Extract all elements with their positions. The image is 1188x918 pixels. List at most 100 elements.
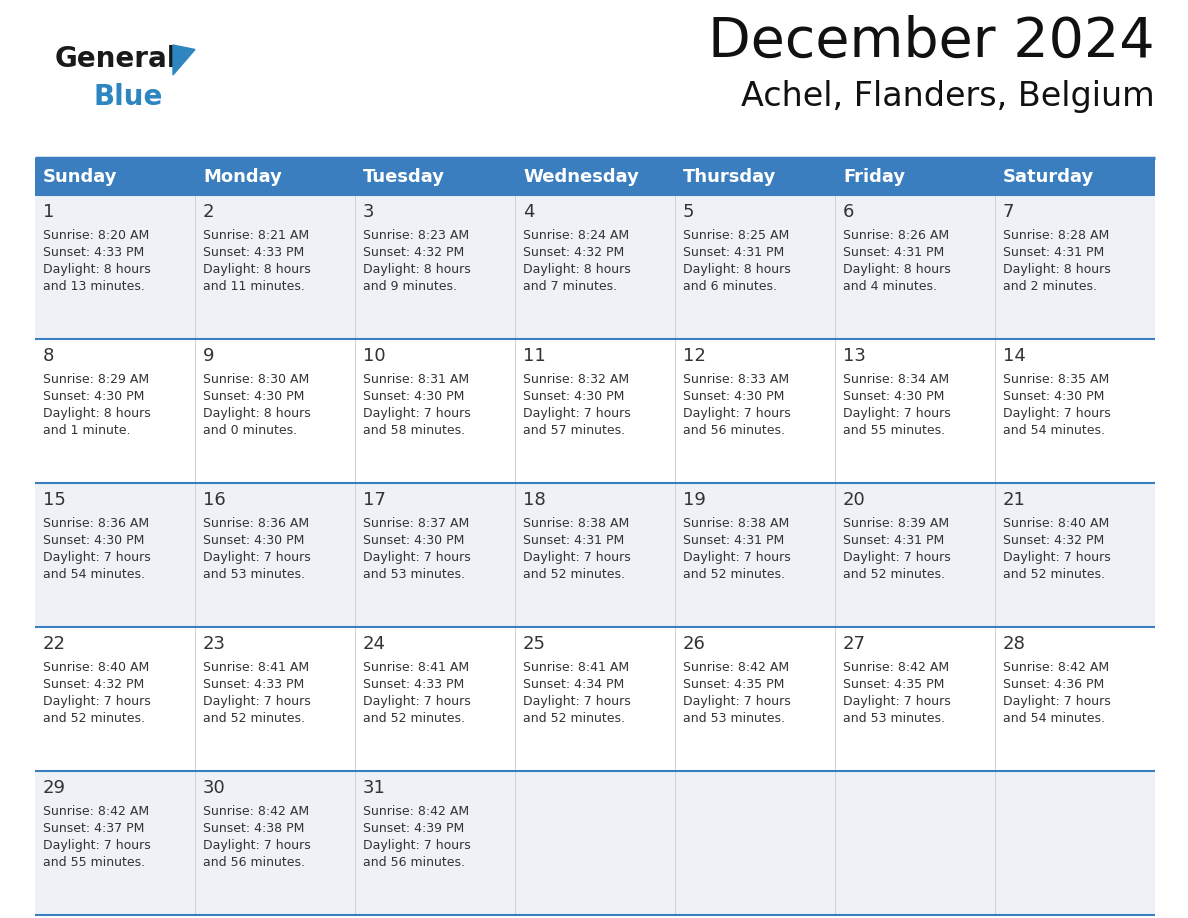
Text: 30: 30 [203,779,226,797]
Text: Sunday: Sunday [43,167,118,185]
Text: Sunset: 4:31 PM: Sunset: 4:31 PM [683,246,784,259]
Text: Sunset: 4:31 PM: Sunset: 4:31 PM [523,534,624,547]
Text: 23: 23 [203,635,226,653]
Text: Sunrise: 8:35 AM: Sunrise: 8:35 AM [1003,373,1110,386]
Text: Achel, Flanders, Belgium: Achel, Flanders, Belgium [741,80,1155,113]
Text: Tuesday: Tuesday [364,167,446,185]
Text: Daylight: 8 hours: Daylight: 8 hours [203,263,311,276]
Text: 9: 9 [203,347,215,365]
Text: Sunset: 4:30 PM: Sunset: 4:30 PM [43,390,145,403]
Text: 1: 1 [43,203,55,221]
Text: 24: 24 [364,635,386,653]
Text: Daylight: 7 hours: Daylight: 7 hours [843,407,950,420]
Text: and 58 minutes.: and 58 minutes. [364,424,466,437]
Text: and 53 minutes.: and 53 minutes. [203,568,305,581]
Text: Sunrise: 8:37 AM: Sunrise: 8:37 AM [364,517,469,530]
Text: 26: 26 [683,635,706,653]
Text: Daylight: 8 hours: Daylight: 8 hours [43,407,151,420]
Text: Daylight: 7 hours: Daylight: 7 hours [843,695,950,708]
Text: Daylight: 7 hours: Daylight: 7 hours [1003,695,1111,708]
Text: Daylight: 8 hours: Daylight: 8 hours [683,263,791,276]
Text: December 2024: December 2024 [708,15,1155,69]
Text: Sunrise: 8:30 AM: Sunrise: 8:30 AM [203,373,309,386]
Text: 11: 11 [523,347,545,365]
Text: and 13 minutes.: and 13 minutes. [43,280,145,293]
Text: 8: 8 [43,347,55,365]
Text: Sunrise: 8:26 AM: Sunrise: 8:26 AM [843,229,949,242]
Text: 15: 15 [43,491,65,509]
Text: 17: 17 [364,491,386,509]
Text: Sunrise: 8:24 AM: Sunrise: 8:24 AM [523,229,630,242]
Text: 28: 28 [1003,635,1026,653]
Bar [34,771,1155,915]
Text: Sunrise: 8:40 AM: Sunrise: 8:40 AM [43,661,150,674]
Text: 29: 29 [43,779,67,797]
Text: Daylight: 7 hours: Daylight: 7 hours [43,839,151,852]
Text: and 57 minutes.: and 57 minutes. [523,424,625,437]
Text: Sunrise: 8:42 AM: Sunrise: 8:42 AM [203,805,309,818]
Text: and 1 minute.: and 1 minute. [43,424,131,437]
Text: Blue: Blue [93,83,163,111]
Text: 27: 27 [843,635,866,653]
Text: Daylight: 7 hours: Daylight: 7 hours [843,551,950,564]
Text: 3: 3 [364,203,374,221]
Text: and 11 minutes.: and 11 minutes. [203,280,305,293]
Bar [34,158,1155,195]
Text: Sunset: 4:39 PM: Sunset: 4:39 PM [364,822,465,835]
Text: Sunrise: 8:20 AM: Sunrise: 8:20 AM [43,229,150,242]
Text: Sunset: 4:30 PM: Sunset: 4:30 PM [43,534,145,547]
Text: 7: 7 [1003,203,1015,221]
Text: Sunrise: 8:32 AM: Sunrise: 8:32 AM [523,373,630,386]
Text: Sunrise: 8:39 AM: Sunrise: 8:39 AM [843,517,949,530]
Text: Daylight: 7 hours: Daylight: 7 hours [364,551,470,564]
Text: Sunset: 4:30 PM: Sunset: 4:30 PM [203,534,304,547]
Text: Sunset: 4:31 PM: Sunset: 4:31 PM [843,246,944,259]
Text: Sunrise: 8:40 AM: Sunrise: 8:40 AM [1003,517,1110,530]
Text: Sunset: 4:35 PM: Sunset: 4:35 PM [843,678,944,691]
Text: and 52 minutes.: and 52 minutes. [43,712,145,725]
Text: Sunrise: 8:36 AM: Sunrise: 8:36 AM [203,517,309,530]
Text: and 52 minutes.: and 52 minutes. [364,712,465,725]
Text: Sunset: 4:30 PM: Sunset: 4:30 PM [843,390,944,403]
Text: Sunset: 4:30 PM: Sunset: 4:30 PM [364,534,465,547]
Text: Sunrise: 8:41 AM: Sunrise: 8:41 AM [523,661,630,674]
Text: 31: 31 [364,779,386,797]
Text: and 54 minutes.: and 54 minutes. [1003,712,1105,725]
Text: and 52 minutes.: and 52 minutes. [843,568,944,581]
Text: Sunset: 4:35 PM: Sunset: 4:35 PM [683,678,784,691]
Text: Sunset: 4:30 PM: Sunset: 4:30 PM [1003,390,1105,403]
Bar [34,483,1155,627]
Text: Thursday: Thursday [683,167,777,185]
Text: Daylight: 7 hours: Daylight: 7 hours [1003,551,1111,564]
Text: Sunrise: 8:42 AM: Sunrise: 8:42 AM [43,805,150,818]
Text: Daylight: 7 hours: Daylight: 7 hours [523,551,631,564]
Text: Sunset: 4:31 PM: Sunset: 4:31 PM [683,534,784,547]
Text: Sunset: 4:33 PM: Sunset: 4:33 PM [364,678,465,691]
Text: 2: 2 [203,203,215,221]
Text: and 6 minutes.: and 6 minutes. [683,280,777,293]
Text: 4: 4 [523,203,535,221]
Text: Sunset: 4:30 PM: Sunset: 4:30 PM [683,390,784,403]
Text: Sunrise: 8:21 AM: Sunrise: 8:21 AM [203,229,309,242]
Text: Sunrise: 8:25 AM: Sunrise: 8:25 AM [683,229,789,242]
Text: and 52 minutes.: and 52 minutes. [683,568,785,581]
Text: and 0 minutes.: and 0 minutes. [203,424,297,437]
Text: Sunset: 4:32 PM: Sunset: 4:32 PM [1003,534,1105,547]
Text: 5: 5 [683,203,695,221]
Text: Sunset: 4:33 PM: Sunset: 4:33 PM [43,246,144,259]
Text: Daylight: 7 hours: Daylight: 7 hours [203,551,311,564]
Text: and 52 minutes.: and 52 minutes. [523,568,625,581]
Text: and 4 minutes.: and 4 minutes. [843,280,937,293]
Text: and 53 minutes.: and 53 minutes. [364,568,465,581]
Text: Wednesday: Wednesday [523,167,639,185]
Text: Daylight: 8 hours: Daylight: 8 hours [843,263,950,276]
Text: Sunrise: 8:23 AM: Sunrise: 8:23 AM [364,229,469,242]
Bar [34,627,1155,771]
Text: Sunset: 4:33 PM: Sunset: 4:33 PM [203,246,304,259]
Text: and 56 minutes.: and 56 minutes. [364,856,465,869]
Text: Sunrise: 8:41 AM: Sunrise: 8:41 AM [364,661,469,674]
Text: Sunset: 4:31 PM: Sunset: 4:31 PM [843,534,944,547]
Text: 12: 12 [683,347,706,365]
Text: 21: 21 [1003,491,1026,509]
Text: Daylight: 8 hours: Daylight: 8 hours [1003,263,1111,276]
